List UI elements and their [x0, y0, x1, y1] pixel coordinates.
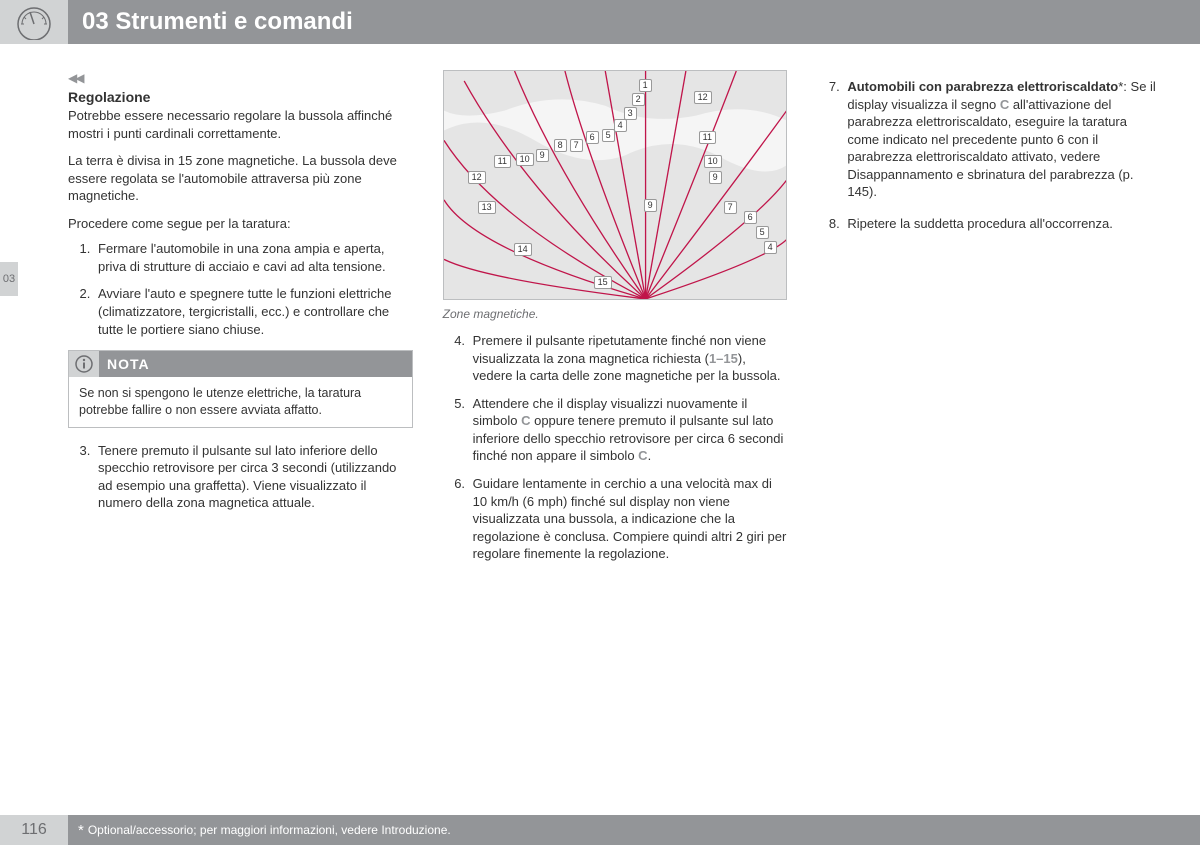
zone-label: 10 [704, 155, 722, 168]
text: . [648, 448, 652, 463]
zone-label: 9 [536, 149, 549, 162]
continued-icon: ◀◀ [68, 70, 413, 86]
footer-text: * Optional/accessorio; per maggiori info… [68, 815, 1200, 845]
list-item: Attendere che il display visualizzi nuov… [469, 395, 788, 465]
list-item: Avviare l'auto e spegnere tutte le funzi… [94, 285, 413, 338]
ordered-list: Tenere premuto il pulsante sul lato infe… [94, 442, 413, 512]
zone-label: 6 [586, 131, 599, 144]
side-tab: 03 [0, 262, 18, 296]
section-heading: Regolazione [68, 88, 413, 107]
zone-label: 5 [756, 226, 769, 239]
list-item: Premere il pulsante ripetutamente finché… [469, 332, 788, 385]
magnetic-zones-figure: 1 2 3 4 5 6 7 8 9 10 11 12 13 14 15 12 1… [443, 70, 788, 300]
paragraph: La terra è divisa in 15 zone magnetiche.… [68, 152, 413, 205]
zone-label: 3 [624, 107, 637, 120]
page-number: 116 [0, 815, 68, 845]
zone-label: 5 [602, 129, 615, 142]
zone-label: 2 [632, 93, 645, 106]
ordered-list: Premere il pulsante ripetutamente finché… [469, 332, 788, 563]
zone-label: 14 [514, 243, 532, 256]
ordered-list: Fermare l'automobile in una zona ampia e… [94, 240, 413, 338]
range-text: 1–15 [709, 351, 738, 366]
column-3: Automobili con parabrezza elettroriscald… [817, 70, 1162, 573]
footer-bar: 116 * Optional/accessorio; per maggiori … [0, 815, 1200, 845]
zone-label: 12 [694, 91, 712, 104]
zone-label: 11 [699, 131, 716, 144]
list-item: Tenere premuto il pulsante sul lato infe… [94, 442, 413, 512]
bold-text: Automobili con parabrezza elettroriscald… [847, 79, 1118, 94]
gauge-icon [0, 0, 68, 44]
zone-label: 9 [644, 199, 657, 212]
symbol-c: C [1000, 97, 1009, 112]
paragraph: Potrebbe essere necessario regolare la b… [68, 107, 413, 142]
header-bar: 03 Strumenti e comandi [0, 0, 1200, 44]
zone-label: 11 [494, 155, 511, 168]
zone-label: 4 [764, 241, 777, 254]
nota-label: NOTA [107, 355, 150, 374]
column-1: ◀◀ Regolazione Potrebbe essere necessari… [68, 70, 413, 573]
zone-label: 1 [639, 79, 652, 92]
footer-note: Optional/accessorio; per maggiori inform… [88, 823, 451, 837]
zone-label: 9 [709, 171, 722, 184]
nota-box: NOTA Se non si spengono le utenze elettr… [68, 350, 413, 428]
zone-label: 7 [570, 139, 583, 152]
paragraph: Procedere come segue per la taratura: [68, 215, 413, 233]
zone-label: 13 [478, 201, 496, 214]
figure-caption: Zone magnetiche. [443, 306, 788, 322]
ordered-list: Automobili con parabrezza elettroriscald… [843, 78, 1162, 232]
symbol-c: C [638, 448, 647, 463]
zone-label: 4 [614, 119, 627, 132]
zone-label: 7 [724, 201, 737, 214]
content: ◀◀ Regolazione Potrebbe essere necessari… [68, 70, 1162, 573]
nota-body: Se non si spengono le utenze elettriche,… [69, 377, 412, 427]
list-item: Fermare l'automobile in una zona ampia e… [94, 240, 413, 275]
list-item: Automobili con parabrezza elettroriscald… [843, 78, 1162, 201]
asterisk: * [78, 822, 84, 839]
zone-label: 12 [468, 171, 486, 184]
list-item: Guidare lentamente in cerchio a una velo… [469, 475, 788, 563]
zone-label: 6 [744, 211, 757, 224]
column-2: 1 2 3 4 5 6 7 8 9 10 11 12 13 14 15 12 1… [443, 70, 788, 573]
zone-label: 15 [594, 276, 612, 289]
chapter-title: 03 Strumenti e comandi [82, 8, 353, 36]
zone-label: 10 [516, 153, 534, 166]
info-icon [69, 351, 99, 377]
nota-header: NOTA [69, 351, 412, 377]
list-item: Ripetere la suddetta procedura all'occor… [843, 215, 1162, 233]
zone-label: 8 [554, 139, 567, 152]
